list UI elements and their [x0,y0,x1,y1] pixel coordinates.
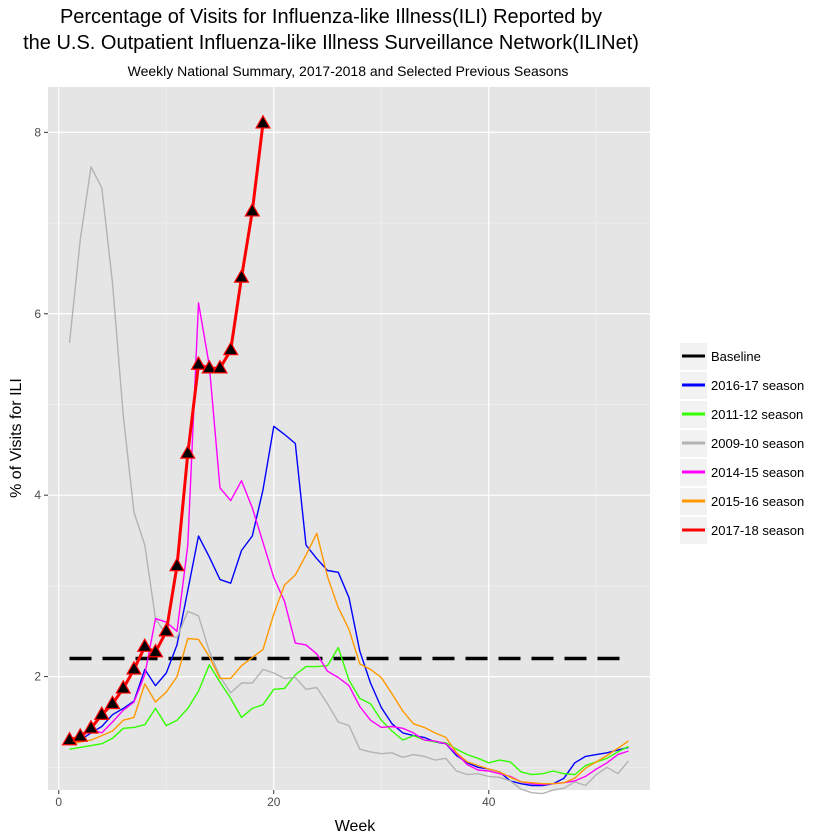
marker-layer [61,114,271,746]
data-point-marker [222,341,239,356]
data-point-marker [233,268,250,283]
chart-title-line-2: the U.S. Outpatient Influenza-like Illne… [23,32,639,54]
data-point-marker [158,622,175,637]
data-point-marker [169,557,185,572]
legend-label: 2009-10 season [711,436,804,451]
plot-panel [48,87,650,790]
data-point-marker [201,359,218,374]
data-point-marker [190,355,207,370]
grid-major [48,87,650,790]
x-tick-label: 20 [267,795,281,809]
data-point-marker [212,359,228,374]
x-axis-title: Week [335,818,377,835]
data-point-marker [244,202,261,217]
data-point-marker [136,637,153,652]
data-point-marker [72,727,89,742]
data-point-marker [179,444,196,459]
legend-label: 2016-17 season [711,378,804,393]
data-point-marker [93,705,110,720]
x-tick-label: 40 [482,795,496,809]
data-point-marker [126,660,142,675]
y-tick-label: 8 [34,125,41,139]
legend-label: Baseline [711,349,761,364]
legend-label: 2017-18 season [711,523,804,538]
chart-subtitle: Weekly National Summary, 2017-2018 and S… [128,63,569,79]
y-axis-title: % of Visits for ILI [8,378,25,498]
data-point-marker [115,679,132,694]
series-line-2016-17-season [69,425,629,787]
data-point-marker [83,719,99,734]
axis-layer: 0 20 40 2 4 6 8 [34,125,495,809]
series-line-2014-15-season [69,302,629,786]
legend-label: 2015-16 season [711,494,804,509]
legend: Baseline 2016-17 season 2011-12 season 2009… [677,337,818,550]
data-point-marker [104,695,121,710]
legend-label: 2014-15 season [711,465,804,480]
x-tick-label: 0 [55,795,62,809]
chart-title-line-1: Percentage of Visits for Influenza-like … [60,6,602,28]
legend-label: 2011-12 season [711,407,803,422]
series-line-2015-16-season [69,532,629,785]
y-tick-label: 4 [34,488,41,502]
series-line-2011-12-season [69,646,629,776]
y-tick-label: 2 [34,670,41,684]
grid-minor [48,87,650,790]
data-point-marker [255,114,271,129]
data-point-marker [147,643,164,658]
y-tick-label: 6 [34,307,41,321]
